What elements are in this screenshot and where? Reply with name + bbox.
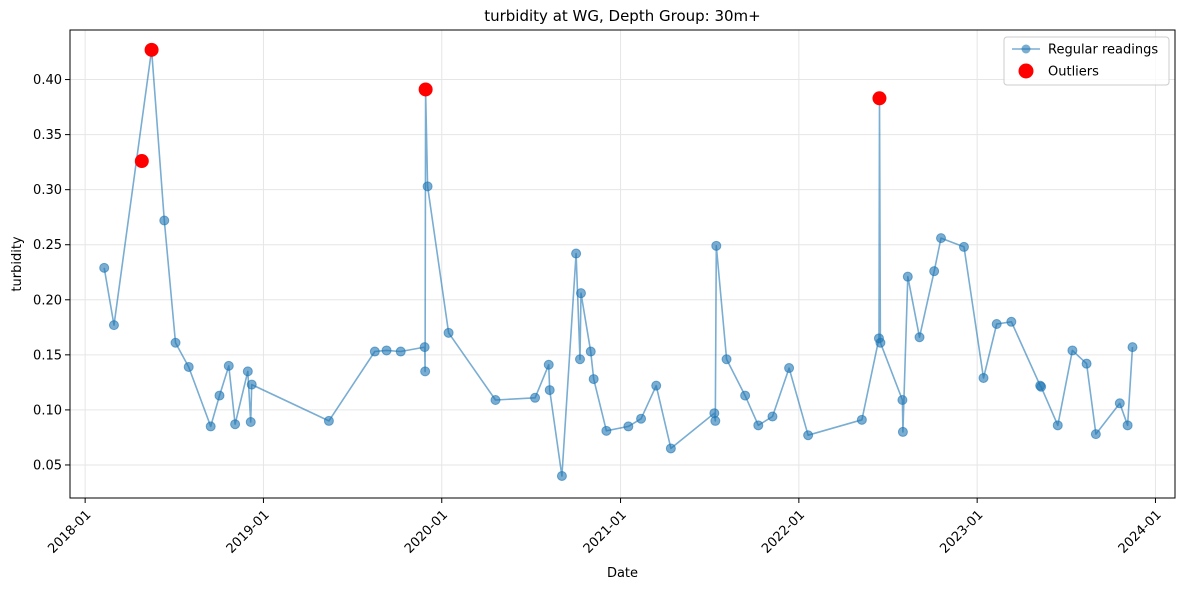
data-point bbox=[958, 241, 969, 252]
data-point bbox=[1006, 316, 1017, 327]
data-point bbox=[544, 385, 555, 396]
legend-box bbox=[1003, 36, 1170, 86]
data-point bbox=[108, 320, 119, 331]
data-point bbox=[395, 346, 406, 357]
data-point bbox=[914, 332, 925, 343]
x-tick-label: 2022-01 bbox=[759, 508, 808, 557]
data-point bbox=[902, 271, 913, 282]
data-point bbox=[711, 240, 722, 251]
data-point bbox=[936, 233, 947, 244]
x-tick-label: 2021-01 bbox=[581, 508, 630, 557]
y-axis-title: turbidity bbox=[10, 236, 25, 292]
data-point bbox=[159, 215, 170, 226]
outlier-point bbox=[872, 91, 887, 106]
data-point bbox=[245, 417, 256, 428]
data-point bbox=[710, 415, 721, 426]
x-tick-label: 2020-01 bbox=[402, 508, 451, 557]
outlier-point bbox=[144, 42, 159, 57]
data-point bbox=[803, 430, 814, 441]
data-point bbox=[991, 319, 1002, 330]
data-point bbox=[205, 421, 216, 432]
plot-frame bbox=[69, 29, 1176, 499]
data-point bbox=[381, 345, 392, 356]
data-point bbox=[575, 354, 585, 365]
data-point bbox=[183, 361, 194, 372]
y-tick-label: 0.30 bbox=[33, 183, 62, 198]
data-point bbox=[1114, 398, 1125, 409]
x-tick-label: 2023-01 bbox=[937, 508, 986, 557]
y-tick-label: 0.40 bbox=[33, 73, 62, 88]
outlier-point bbox=[418, 82, 433, 97]
legend-label-regular: Regular readings bbox=[1048, 43, 1158, 58]
legend-marker-swatch bbox=[1021, 44, 1031, 54]
data-point bbox=[636, 413, 647, 424]
data-point bbox=[543, 359, 554, 370]
legend: Regular readings Outliers bbox=[1003, 36, 1170, 86]
data-point bbox=[556, 470, 567, 481]
data-point bbox=[740, 390, 751, 401]
data-point bbox=[651, 380, 662, 391]
line-layer bbox=[103, 48, 1134, 477]
data-point bbox=[99, 262, 110, 273]
data-point bbox=[420, 366, 431, 377]
data-point bbox=[323, 415, 334, 426]
x-tick-label: 2019-01 bbox=[224, 508, 273, 557]
data-point bbox=[422, 181, 433, 192]
y-tick-label: 0.10 bbox=[33, 403, 62, 418]
data-point bbox=[721, 354, 732, 365]
data-point bbox=[856, 414, 867, 425]
data-point bbox=[575, 288, 586, 299]
data-point bbox=[170, 337, 181, 348]
y-tick-label: 0.05 bbox=[33, 458, 62, 473]
data-point bbox=[1081, 358, 1092, 369]
y-tick-label: 0.35 bbox=[33, 128, 62, 143]
data-point bbox=[443, 327, 454, 338]
outlier-point bbox=[134, 154, 149, 169]
data-point bbox=[929, 266, 940, 277]
data-point bbox=[571, 248, 582, 259]
data-point bbox=[1052, 420, 1063, 431]
grid-layer bbox=[70, 30, 1175, 498]
data-point bbox=[623, 421, 634, 432]
data-point bbox=[897, 426, 908, 437]
data-point bbox=[1090, 429, 1101, 440]
data-point bbox=[223, 360, 234, 371]
x-axis-title: Date bbox=[607, 566, 638, 581]
data-point bbox=[214, 390, 225, 401]
series-line-regular bbox=[103, 48, 1134, 477]
legend-label-outliers: Outliers bbox=[1048, 65, 1099, 80]
y-tick-label: 0.15 bbox=[33, 348, 62, 363]
data-point bbox=[1122, 420, 1133, 431]
chart-title: turbidity at WG, Depth Group: 30m+ bbox=[484, 7, 761, 25]
data-point bbox=[242, 366, 253, 377]
x-tick-label: 2018-01 bbox=[45, 508, 94, 557]
marker-layer bbox=[99, 44, 1138, 481]
data-point bbox=[1127, 342, 1138, 353]
data-point bbox=[665, 443, 676, 454]
data-point bbox=[419, 342, 430, 353]
x-tick-label: 2024-01 bbox=[1116, 508, 1165, 557]
data-point bbox=[1036, 381, 1047, 392]
data-point bbox=[230, 419, 241, 430]
data-point bbox=[530, 392, 541, 403]
data-point bbox=[978, 372, 989, 383]
data-point bbox=[753, 420, 764, 431]
data-point bbox=[875, 337, 886, 348]
tick-layer: 0.05 0.10 0.15 0.20 0.25 0.30 0.35 0.40 2018-01 2… bbox=[33, 73, 1165, 557]
data-point bbox=[897, 394, 908, 405]
data-point bbox=[588, 374, 599, 385]
y-tick-label: 0.25 bbox=[33, 238, 62, 253]
legend-outlier-swatch bbox=[1018, 63, 1034, 79]
outlier-layer bbox=[134, 42, 887, 169]
y-tick-label: 0.20 bbox=[33, 293, 62, 308]
data-point bbox=[767, 411, 778, 422]
data-point bbox=[369, 346, 380, 357]
data-point bbox=[585, 346, 596, 357]
data-point bbox=[601, 425, 612, 436]
data-point bbox=[784, 363, 795, 374]
data-point bbox=[246, 379, 257, 390]
data-point bbox=[1067, 345, 1078, 356]
data-point bbox=[490, 394, 501, 405]
